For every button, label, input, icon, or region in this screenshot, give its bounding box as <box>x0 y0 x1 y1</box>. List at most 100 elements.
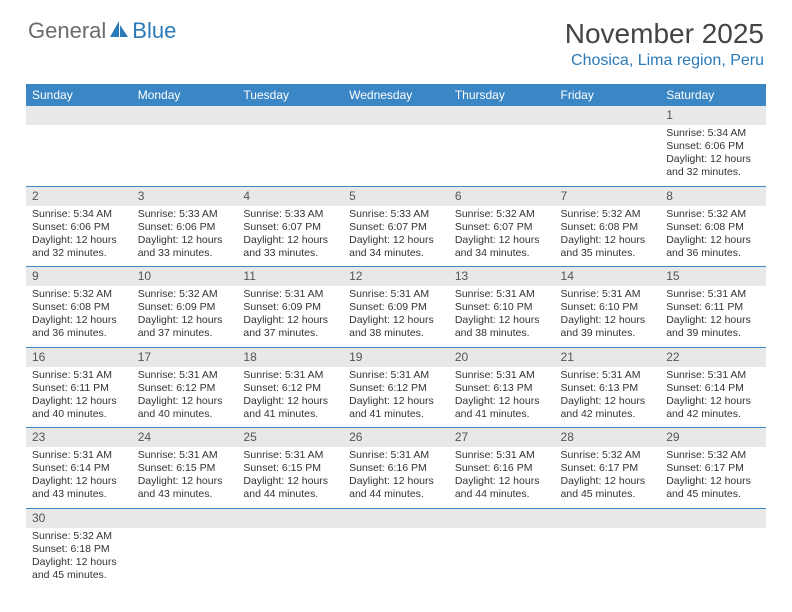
calendar-cell: 13Sunrise: 5:31 AMSunset: 6:10 PMDayligh… <box>449 267 555 348</box>
sunset-line: Sunset: 6:06 PM <box>138 221 232 234</box>
day-data: Sunrise: 5:34 AMSunset: 6:06 PMDaylight:… <box>26 206 132 267</box>
daylight-line: Daylight: 12 hours and 41 minutes. <box>349 395 443 421</box>
day-number-empty <box>237 509 343 528</box>
sunset-line: Sunset: 6:16 PM <box>349 462 443 475</box>
day-number: 13 <box>449 267 555 286</box>
logo-text-2: Blue <box>132 18 176 44</box>
day-data: Sunrise: 5:33 AMSunset: 6:07 PMDaylight:… <box>343 206 449 267</box>
day-number: 24 <box>132 428 238 447</box>
sunrise-line: Sunrise: 5:32 AM <box>561 449 655 462</box>
daylight-line: Daylight: 12 hours and 33 minutes. <box>243 234 337 260</box>
daylight-line: Daylight: 12 hours and 45 minutes. <box>666 475 760 501</box>
sunrise-line: Sunrise: 5:31 AM <box>32 449 126 462</box>
day-data: Sunrise: 5:32 AMSunset: 6:08 PMDaylight:… <box>660 206 766 267</box>
sunrise-line: Sunrise: 5:31 AM <box>243 369 337 382</box>
calendar-cell: 2Sunrise: 5:34 AMSunset: 6:06 PMDaylight… <box>26 186 132 267</box>
day-data-empty <box>343 125 449 181</box>
daylight-line: Daylight: 12 hours and 33 minutes. <box>138 234 232 260</box>
sunrise-line: Sunrise: 5:31 AM <box>243 449 337 462</box>
day-number: 16 <box>26 348 132 367</box>
day-number-empty <box>132 106 238 125</box>
sunrise-line: Sunrise: 5:31 AM <box>349 449 443 462</box>
day-number: 3 <box>132 187 238 206</box>
calendar-cell: 26Sunrise: 5:31 AMSunset: 6:16 PMDayligh… <box>343 428 449 509</box>
sunrise-line: Sunrise: 5:32 AM <box>32 288 126 301</box>
calendar-cell: 20Sunrise: 5:31 AMSunset: 6:13 PMDayligh… <box>449 347 555 428</box>
day-data: Sunrise: 5:31 AMSunset: 6:10 PMDaylight:… <box>449 286 555 347</box>
calendar-cell: 15Sunrise: 5:31 AMSunset: 6:11 PMDayligh… <box>660 267 766 348</box>
sunset-line: Sunset: 6:07 PM <box>455 221 549 234</box>
sunrise-line: Sunrise: 5:31 AM <box>666 369 760 382</box>
calendar-row: 1Sunrise: 5:34 AMSunset: 6:06 PMDaylight… <box>26 106 766 186</box>
daylight-line: Daylight: 12 hours and 35 minutes. <box>561 234 655 260</box>
sunrise-line: Sunrise: 5:31 AM <box>32 369 126 382</box>
daylight-line: Daylight: 12 hours and 39 minutes. <box>666 314 760 340</box>
sunrise-line: Sunrise: 5:34 AM <box>666 127 760 140</box>
weekday-header: Sunday <box>26 84 132 106</box>
weekday-header: Tuesday <box>237 84 343 106</box>
calendar-cell: 25Sunrise: 5:31 AMSunset: 6:15 PMDayligh… <box>237 428 343 509</box>
sunset-line: Sunset: 6:18 PM <box>32 543 126 556</box>
day-data: Sunrise: 5:31 AMSunset: 6:09 PMDaylight:… <box>343 286 449 347</box>
day-number: 27 <box>449 428 555 447</box>
calendar-cell <box>449 106 555 186</box>
weekday-header: Saturday <box>660 84 766 106</box>
day-number: 29 <box>660 428 766 447</box>
daylight-line: Daylight: 12 hours and 36 minutes. <box>32 314 126 340</box>
calendar-cell <box>343 106 449 186</box>
day-data: Sunrise: 5:31 AMSunset: 6:12 PMDaylight:… <box>132 367 238 428</box>
sunrise-line: Sunrise: 5:31 AM <box>455 288 549 301</box>
sunrise-line: Sunrise: 5:31 AM <box>138 369 232 382</box>
weekday-header-row: SundayMondayTuesdayWednesdayThursdayFrid… <box>26 84 766 106</box>
calendar-cell: 3Sunrise: 5:33 AMSunset: 6:06 PMDaylight… <box>132 186 238 267</box>
day-number: 5 <box>343 187 449 206</box>
day-number: 18 <box>237 348 343 367</box>
sunset-line: Sunset: 6:15 PM <box>243 462 337 475</box>
sunset-line: Sunset: 6:09 PM <box>349 301 443 314</box>
day-number: 12 <box>343 267 449 286</box>
sunrise-line: Sunrise: 5:34 AM <box>32 208 126 221</box>
day-data-empty <box>555 125 661 181</box>
sunset-line: Sunset: 6:09 PM <box>243 301 337 314</box>
sunrise-line: Sunrise: 5:32 AM <box>455 208 549 221</box>
day-number: 21 <box>555 348 661 367</box>
daylight-line: Daylight: 12 hours and 36 minutes. <box>666 234 760 260</box>
calendar-row: 9Sunrise: 5:32 AMSunset: 6:08 PMDaylight… <box>26 267 766 348</box>
sunset-line: Sunset: 6:06 PM <box>666 140 760 153</box>
calendar-cell <box>343 508 449 588</box>
day-number: 19 <box>343 348 449 367</box>
daylight-line: Daylight: 12 hours and 38 minutes. <box>349 314 443 340</box>
daylight-line: Daylight: 12 hours and 41 minutes. <box>243 395 337 421</box>
daylight-line: Daylight: 12 hours and 40 minutes. <box>32 395 126 421</box>
sunrise-line: Sunrise: 5:31 AM <box>561 288 655 301</box>
calendar-cell: 22Sunrise: 5:31 AMSunset: 6:14 PMDayligh… <box>660 347 766 428</box>
day-data: Sunrise: 5:31 AMSunset: 6:12 PMDaylight:… <box>237 367 343 428</box>
day-data: Sunrise: 5:31 AMSunset: 6:15 PMDaylight:… <box>237 447 343 508</box>
day-data: Sunrise: 5:31 AMSunset: 6:13 PMDaylight:… <box>555 367 661 428</box>
weekday-header: Monday <box>132 84 238 106</box>
daylight-line: Daylight: 12 hours and 43 minutes. <box>32 475 126 501</box>
calendar-cell: 6Sunrise: 5:32 AMSunset: 6:07 PMDaylight… <box>449 186 555 267</box>
day-number: 30 <box>26 509 132 528</box>
sunset-line: Sunset: 6:08 PM <box>561 221 655 234</box>
day-data: Sunrise: 5:31 AMSunset: 6:11 PMDaylight:… <box>660 286 766 347</box>
sunset-line: Sunset: 6:12 PM <box>138 382 232 395</box>
sunrise-line: Sunrise: 5:31 AM <box>666 288 760 301</box>
sunset-line: Sunset: 6:14 PM <box>32 462 126 475</box>
calendar-body: 1Sunrise: 5:34 AMSunset: 6:06 PMDaylight… <box>26 106 766 588</box>
month-title: November 2025 <box>565 18 764 50</box>
day-data: Sunrise: 5:31 AMSunset: 6:16 PMDaylight:… <box>343 447 449 508</box>
day-number: 9 <box>26 267 132 286</box>
day-data: Sunrise: 5:31 AMSunset: 6:12 PMDaylight:… <box>343 367 449 428</box>
day-data-empty <box>449 125 555 181</box>
sunrise-line: Sunrise: 5:33 AM <box>243 208 337 221</box>
daylight-line: Daylight: 12 hours and 37 minutes. <box>138 314 232 340</box>
day-data: Sunrise: 5:31 AMSunset: 6:14 PMDaylight:… <box>660 367 766 428</box>
daylight-line: Daylight: 12 hours and 38 minutes. <box>455 314 549 340</box>
day-data: Sunrise: 5:32 AMSunset: 6:17 PMDaylight:… <box>555 447 661 508</box>
day-number: 15 <box>660 267 766 286</box>
day-number-empty <box>555 106 661 125</box>
sunrise-line: Sunrise: 5:31 AM <box>561 369 655 382</box>
day-data: Sunrise: 5:32 AMSunset: 6:17 PMDaylight:… <box>660 447 766 508</box>
calendar-cell <box>132 106 238 186</box>
